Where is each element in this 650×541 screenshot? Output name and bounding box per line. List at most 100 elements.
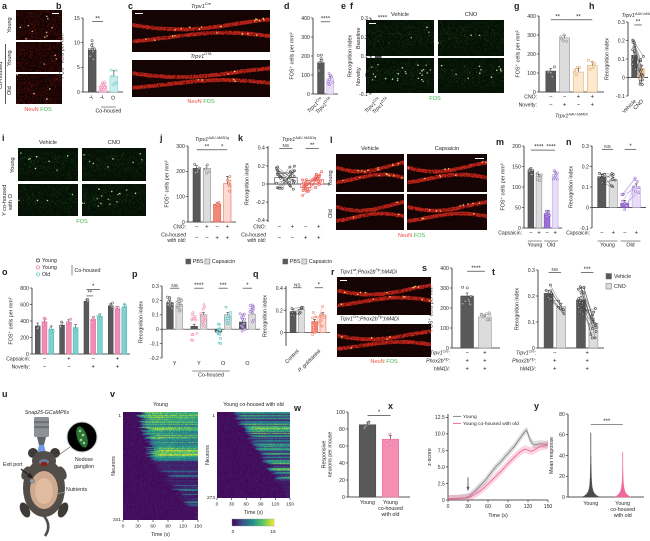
- y-tick-label: 0.1: [528, 320, 535, 326]
- y-axis-label: Neurons: [111, 456, 117, 476]
- data-point: [224, 305, 228, 309]
- y-axis-label: Recognition index: [348, 35, 354, 77]
- panel-f-fos-caption: FOS: [429, 96, 441, 102]
- data-point: [578, 66, 582, 70]
- chart-svg: 0 20 40 60 80 100 Responsive neurons per mouse *…: [322, 410, 410, 518]
- group-label: Young: [527, 243, 542, 249]
- y-tick-label: 0.3: [361, 16, 368, 22]
- data-point: [634, 68, 637, 71]
- x-row-value: −: [577, 103, 581, 109]
- data-point: [301, 189, 305, 192]
- y-tick-label: 0: [533, 90, 536, 96]
- panel-l-col-capsaicin: Capsaicin: [434, 146, 460, 152]
- data-point: [461, 285, 464, 289]
- data-point: [578, 301, 581, 304]
- data-point: [631, 38, 635, 42]
- panel-label-r: r: [331, 267, 335, 277]
- x-tick-label: 120: [271, 502, 279, 508]
- data-point: [321, 304, 324, 308]
- x-row-value: +: [611, 231, 615, 237]
- data-point: [278, 186, 282, 190]
- data-point: [318, 183, 321, 186]
- data-point: [301, 194, 304, 197]
- x-row-value: +: [577, 95, 581, 101]
- panel-label-s: s: [422, 263, 428, 273]
- data-point: [113, 82, 117, 86]
- x-row-value: +: [226, 235, 230, 241]
- scale-bar: [135, 13, 143, 15]
- x-row-label: Co-housed: [161, 233, 186, 239]
- data-point: [176, 298, 180, 301]
- panel-m-chart: 0 50 100 150 200 FOS⁺ cells per mm² **** **** Ca…: [498, 136, 566, 258]
- micrograph: [18, 184, 78, 216]
- data-point: [60, 320, 63, 324]
- x-label: Young: [360, 500, 375, 506]
- legend-label: Vehicle: [614, 274, 631, 280]
- data-point: [293, 164, 296, 168]
- panel-label-c: c: [128, 1, 134, 11]
- y-tick-label: -0.2: [150, 356, 159, 362]
- legend-label: Old: [42, 272, 50, 278]
- x-row-label: Novelty:: [12, 365, 30, 371]
- scale-bar: [475, 158, 484, 160]
- legend-label: CNO: [614, 284, 626, 290]
- data-point: [59, 325, 62, 328]
- data-point: [576, 287, 580, 291]
- data-point: [549, 289, 553, 293]
- bar: [190, 326, 198, 330]
- data-point: [298, 312, 301, 315]
- x-label: O: [110, 95, 117, 102]
- pair-line: [550, 290, 564, 310]
- data-point: [243, 317, 247, 321]
- pair-line: [545, 290, 561, 310]
- x-row-label: Phox2bFlp:: [512, 358, 536, 365]
- data-point: [224, 316, 227, 320]
- x-row-value: −: [195, 235, 199, 241]
- x-row-value: +: [215, 235, 219, 241]
- legend-label: PBS: [290, 259, 301, 265]
- data-point: [317, 175, 321, 178]
- data-point: [317, 69, 321, 73]
- y-tick-label: 0.2: [528, 294, 535, 300]
- panel-r-title-cre: Trpv1Cre;Phox2bFlp;hM4Di: [340, 315, 399, 323]
- data-point: [178, 304, 182, 308]
- x-label: O: [221, 361, 225, 367]
- x-row-label: with old:: [167, 238, 186, 244]
- data-point: [203, 319, 207, 322]
- bar: [35, 325, 41, 355]
- data-point: [579, 285, 582, 289]
- y-tick-label: 100: [336, 410, 345, 416]
- data-point: [91, 50, 95, 53]
- pair-line: [626, 186, 634, 206]
- data-point: [291, 187, 295, 191]
- x-axis-label: Time (s): [488, 513, 508, 519]
- x-row-value: +: [483, 351, 487, 357]
- bar: [202, 168, 211, 223]
- panel-label-x: x: [388, 401, 394, 411]
- panel-label-i: i: [2, 133, 5, 143]
- y-tick-label: 600: [20, 302, 29, 308]
- panel-h-chart: -0.1 0 0.1 0.2 0.3 Recognition index ** Vehicle…: [604, 6, 650, 132]
- data-point: [51, 329, 55, 333]
- violin: [582, 432, 600, 498]
- y-tick-label: 0.2: [152, 298, 159, 304]
- data-point: [166, 295, 170, 299]
- y-tick-label: 0.3: [618, 20, 625, 26]
- data-point: [313, 331, 317, 334]
- x-row-label: Capsaicin:: [566, 231, 590, 237]
- data-point: [293, 169, 296, 173]
- y-tick-label: 300: [301, 35, 310, 41]
- data-point: [479, 313, 483, 317]
- panel-l-col-vehicle: Vehicle: [360, 146, 380, 152]
- data-point: [292, 175, 296, 178]
- panel-label-d: d: [284, 1, 290, 11]
- x-row-value: +: [205, 225, 209, 231]
- data-point: [549, 283, 552, 287]
- y-tick-label: 7.5: [438, 448, 445, 454]
- data-point: [552, 169, 556, 172]
- data-point: [311, 333, 314, 336]
- data-point: [594, 330, 598, 333]
- group-label: Old: [547, 243, 555, 249]
- data-point: [555, 171, 559, 175]
